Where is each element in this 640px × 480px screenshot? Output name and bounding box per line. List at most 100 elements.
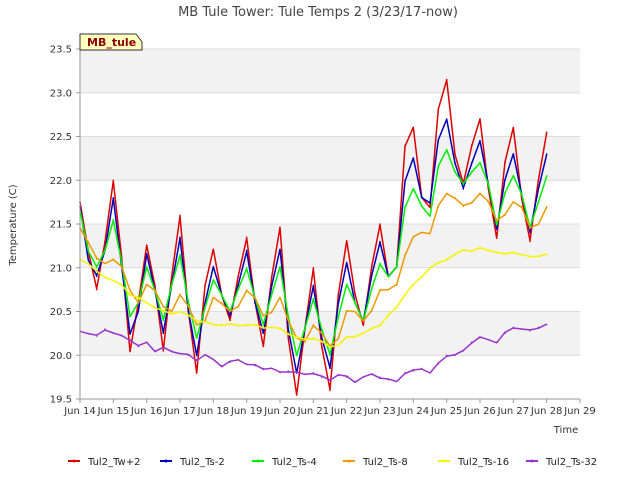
data-point — [370, 310, 373, 313]
x-tick-label: Jun 21 — [297, 406, 330, 417]
data-point — [304, 373, 306, 376]
axes — [76, 48, 581, 403]
legend-marker — [347, 459, 351, 463]
x-tick-label: Jun 26 — [463, 406, 496, 417]
data-point — [312, 266, 315, 269]
data-point — [104, 328, 106, 330]
data-point — [479, 192, 481, 195]
y-tick-label: 20.5 — [50, 307, 72, 318]
data-point — [320, 328, 323, 330]
data-point — [437, 205, 440, 208]
data-point — [545, 253, 548, 256]
data-point — [295, 336, 298, 339]
data-point — [254, 297, 256, 300]
data-point — [220, 301, 223, 304]
data-point — [104, 240, 106, 243]
data-point — [262, 323, 265, 326]
data-point — [129, 338, 131, 341]
x-tick-label: Jun 24 — [397, 406, 430, 417]
data-point — [537, 188, 540, 190]
data-point — [112, 332, 115, 335]
data-point — [262, 332, 265, 335]
data-point — [320, 376, 323, 378]
data-point — [212, 297, 215, 300]
data-point — [120, 284, 123, 287]
data-point — [87, 332, 90, 335]
data-point — [370, 328, 373, 330]
data-point — [379, 262, 381, 265]
data-point — [512, 175, 515, 177]
series-line — [79, 246, 547, 348]
data-point — [337, 373, 340, 376]
data-point — [345, 240, 348, 243]
data-point — [504, 192, 506, 195]
x-tick-label: Jun 28 — [530, 406, 563, 417]
legend-item: Tul2_Ts-8 — [343, 457, 408, 468]
data-point — [320, 345, 323, 348]
data-point — [545, 323, 548, 326]
y-tick-label: 21.5 — [50, 220, 72, 231]
data-point — [204, 284, 206, 287]
data-point — [429, 266, 431, 269]
data-point — [420, 367, 423, 370]
data-point — [420, 231, 423, 234]
data-point — [154, 288, 156, 291]
data-point — [179, 352, 181, 355]
data-point — [162, 332, 165, 335]
data-point — [237, 324, 240, 327]
data-point — [162, 310, 165, 313]
chart-title: MB Tule Tower: Tule Temps 2 (3/23/17-now… — [178, 5, 458, 20]
data-point — [162, 319, 165, 322]
data-point — [229, 319, 231, 322]
data-point — [312, 284, 315, 287]
data-point — [345, 310, 348, 313]
data-point — [537, 254, 540, 257]
data-point — [154, 350, 156, 352]
data-point — [479, 118, 481, 120]
data-point — [112, 280, 115, 282]
series-Tul2_Ts-32 — [79, 323, 548, 384]
data-point — [87, 249, 90, 252]
data-point — [312, 336, 315, 339]
data-point — [462, 249, 465, 252]
data-point — [170, 275, 173, 278]
data-point — [412, 236, 415, 238]
data-point — [337, 336, 340, 339]
data-point — [129, 293, 131, 295]
data-point — [445, 354, 448, 357]
data-point — [537, 201, 540, 203]
data-point — [412, 126, 415, 129]
data-point — [345, 284, 348, 287]
data-point — [529, 240, 531, 243]
data-point — [154, 306, 156, 308]
data-point — [104, 249, 106, 252]
data-point — [245, 249, 248, 252]
data-point — [387, 378, 390, 381]
y-tick-label: 20.0 — [50, 351, 72, 362]
data-point — [370, 275, 373, 278]
data-point — [345, 262, 348, 265]
data-point — [479, 140, 481, 142]
data-point — [279, 328, 281, 330]
data-point — [212, 266, 215, 269]
data-point — [445, 258, 448, 260]
x-tick-label: Jun 29 — [563, 406, 596, 417]
legend: Tul2_Tw+2 Tul2_Ts-2 Tul2_Ts-4 Tul2_Ts-8 Tul2… — [68, 457, 597, 468]
data-point — [495, 251, 498, 253]
series-line — [79, 118, 548, 374]
y-axis-label: Temperature (C) — [8, 184, 19, 266]
data-point — [454, 354, 456, 357]
data-point — [312, 323, 315, 326]
data-point — [479, 247, 481, 250]
data-point — [245, 363, 248, 365]
data-point — [345, 376, 348, 378]
data-point — [187, 301, 190, 304]
x-tick-label: Jun 23 — [363, 406, 396, 417]
data-point — [137, 310, 140, 313]
x-tick-label: Jun 16 — [130, 406, 163, 417]
data-point — [354, 380, 356, 383]
legend-label: Tul2_Ts-16 — [457, 457, 509, 468]
data-point — [229, 361, 231, 364]
data-point — [445, 148, 448, 151]
data-point — [387, 288, 390, 291]
